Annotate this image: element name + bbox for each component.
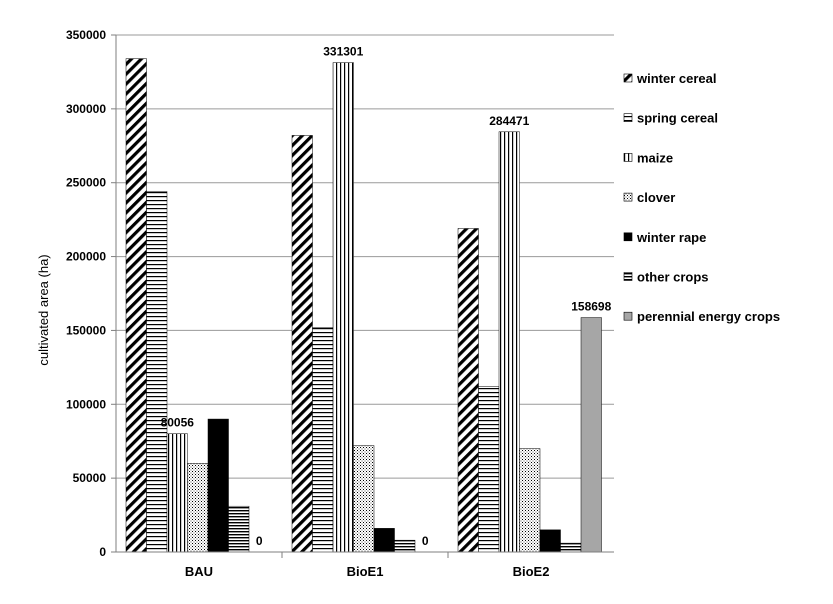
bar-bioe1-winter-rape — [373, 528, 395, 553]
bar-bioe2-spring-cereal — [478, 386, 500, 553]
legend-label: other crops — [637, 270, 709, 285]
bar-bioe2-winter-cereal — [457, 228, 479, 553]
legend-label: winter rape — [636, 230, 706, 245]
y-tick-label: 250000 — [66, 176, 106, 190]
data-label: 284471 — [489, 114, 529, 128]
data-label: 158698 — [571, 300, 611, 314]
data-label: 0 — [422, 534, 429, 548]
data-labels: 80056 0 331301 0 284471 158698 — [161, 45, 612, 548]
bars — [125, 58, 602, 553]
bar-bioe1-winter-cereal — [291, 135, 313, 553]
bar-bioe1-maize — [332, 62, 354, 553]
y-tick-label: 150000 — [66, 323, 106, 337]
bar-bioe1-clover — [353, 445, 375, 553]
data-label: 0 — [256, 534, 263, 548]
bar-bau-winter-cereal — [125, 58, 147, 553]
x-category-label: BAU — [185, 564, 213, 579]
legend-label: spring cereal — [637, 111, 718, 126]
gridlines — [116, 34, 614, 479]
legend-swatch — [623, 311, 633, 321]
legend-label: winter cereal — [636, 71, 717, 86]
legend-swatch — [623, 73, 633, 83]
y-tick-label: 100000 — [66, 397, 106, 411]
legend-swatch — [623, 232, 633, 242]
legend: winter cereal spring cereal maize clover win… — [623, 71, 780, 324]
bar-bioe2-clover — [519, 448, 541, 553]
y-tick-label: 300000 — [66, 102, 106, 116]
bar-bau-maize — [166, 433, 188, 553]
x-category-label: BioE1 — [347, 564, 384, 579]
bar-bau-winter-rape — [207, 418, 229, 553]
axes: 0 50000 100000 150000 200000 250000 300000 3500… — [66, 28, 614, 579]
x-category-label: BioE2 — [513, 564, 550, 579]
legend-label: maize — [637, 150, 673, 165]
bar-bioe1-spring-cereal — [312, 327, 334, 553]
bar-bau-clover — [187, 463, 209, 553]
bar-bioe2-winter-rape — [539, 529, 561, 553]
bar-bioe1-other-crops — [394, 539, 416, 553]
bar-bioe2-maize — [498, 131, 520, 553]
y-tick-label: 0 — [99, 545, 106, 559]
bar-bioe2-perennial-energy-crops — [580, 317, 602, 553]
y-axis-title: cultivated area (ha) — [36, 254, 51, 365]
y-tick-label: 350000 — [66, 28, 106, 42]
bar-bau-spring-cereal — [146, 191, 168, 553]
legend-swatch — [623, 272, 633, 281]
legend-swatch — [623, 192, 633, 202]
y-tick-label: 200000 — [66, 250, 106, 264]
bar-bioe2-other-crops — [560, 542, 582, 553]
legend-label: perennial energy crops — [637, 309, 780, 324]
data-label: 80056 — [161, 416, 195, 430]
legend-swatch — [623, 113, 633, 122]
y-tick-label: 50000 — [73, 471, 107, 485]
legend-swatch — [623, 153, 633, 162]
bar-bau-other-crops — [228, 505, 250, 553]
data-label: 331301 — [323, 45, 363, 59]
legend-label: clover — [637, 190, 675, 205]
